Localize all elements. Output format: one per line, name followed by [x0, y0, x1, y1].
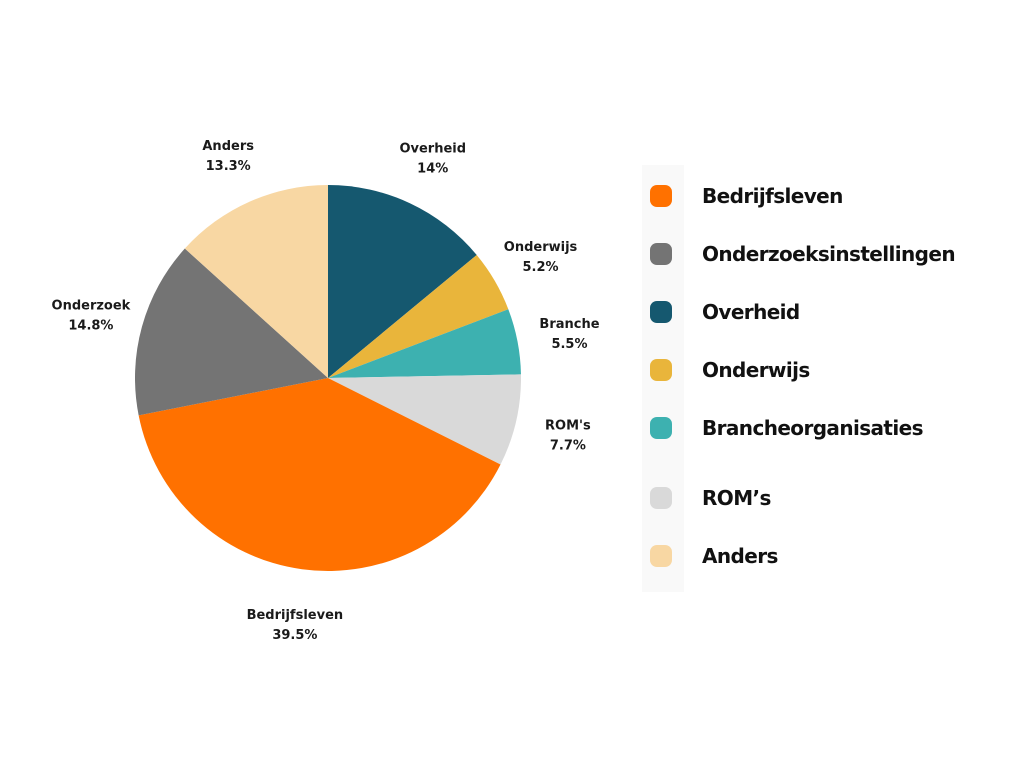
pie-slice-branche [328, 309, 521, 378]
pie-slice-rom-s [328, 374, 521, 465]
pie-slice-bedrijfsleven [138, 378, 501, 571]
slice-value-onderwijs: 5.2% [522, 260, 558, 275]
legend-item-brancheorganisaties: Brancheorganisaties [650, 413, 924, 443]
legend-swatch [650, 301, 672, 323]
legend-label: Onderzoeksinstellingen [702, 242, 956, 266]
legend-item-bedrijfsleven: Bedrijfsleven [650, 181, 843, 211]
slice-label-overheid: Overheid [399, 141, 466, 156]
legend-swatch [650, 185, 672, 207]
slice-label-rom-s: ROM's [545, 418, 591, 433]
legend-swatch [650, 545, 672, 567]
legend-label: Brancheorganisaties [702, 416, 924, 440]
pie-slice-overheid [328, 185, 477, 378]
slice-label-onderwijs: Onderwijs [504, 240, 578, 255]
pie-slices [135, 185, 521, 571]
legend-item-anders: Anders [650, 541, 778, 571]
slice-value-rom-s: 7.7% [550, 438, 586, 453]
pie-slice-anders [184, 185, 328, 378]
slice-label-anders: Anders [202, 139, 254, 154]
slice-label-onderzoek: Onderzoek [52, 298, 131, 313]
legend-item-overheid: Overheid [650, 297, 800, 327]
slice-label-bedrijfsleven: Bedrijfsleven [247, 608, 344, 623]
slice-value-overheid: 14% [417, 161, 448, 176]
legend-item-onderzoeksinstellingen: Onderzoeksinstellingen [650, 239, 956, 269]
legend-label: Onderwijs [702, 358, 810, 382]
legend-swatch [650, 359, 672, 381]
pie-slice-onderwijs [328, 254, 509, 378]
legend-label: Bedrijfsleven [702, 184, 843, 208]
slice-label-branche: Branche [539, 317, 599, 332]
slice-value-bedrijfsleven: 39.5% [272, 628, 317, 643]
legend-swatch [650, 243, 672, 265]
legend-label: ROM’s [702, 486, 771, 510]
pie-slice-onderzoek [135, 248, 328, 416]
legend-label: Overheid [702, 300, 800, 324]
legend-item-onderwijs: Onderwijs [650, 355, 810, 385]
legend-label: Anders [702, 544, 778, 568]
legend-item-rom-s: ROM’s [650, 483, 771, 513]
slice-value-branche: 5.5% [551, 337, 587, 352]
slice-value-anders: 13.3% [206, 159, 251, 174]
slice-value-onderzoek: 14.8% [68, 318, 113, 333]
legend-swatch [650, 487, 672, 509]
pie-labels: Overheid 14% Onderwijs 5.2% Branche 5.5% ROM's… [52, 139, 600, 643]
legend-swatch [650, 417, 672, 439]
